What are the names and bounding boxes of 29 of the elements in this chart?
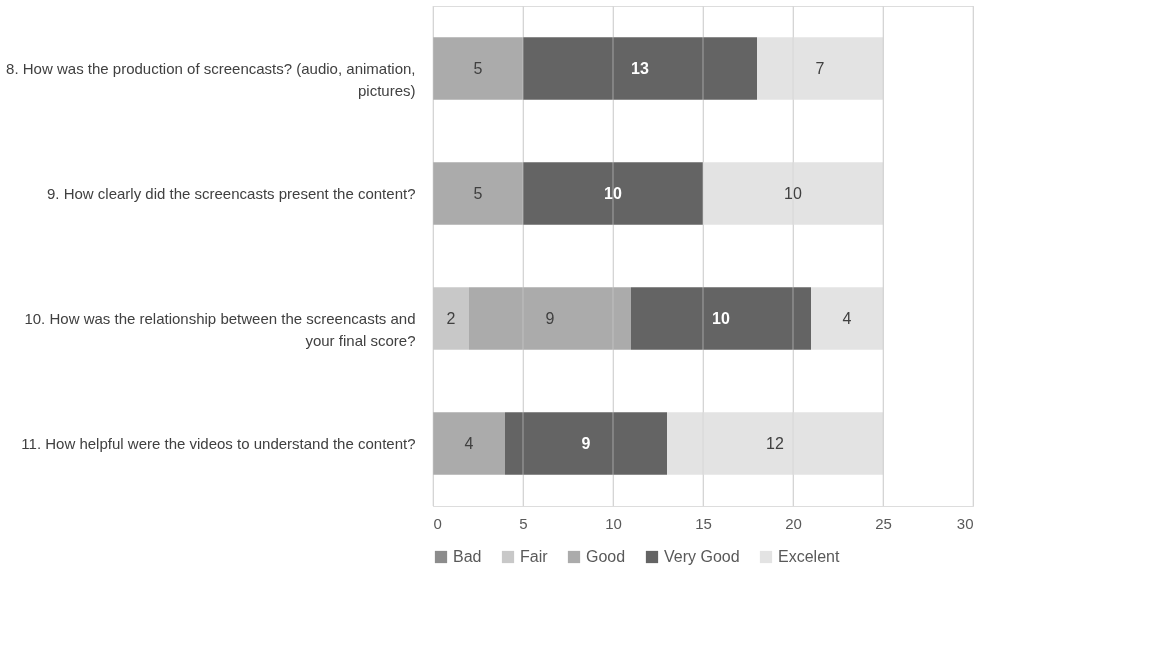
legend-label: Good: [586, 548, 626, 565]
x-tick-label: 5: [519, 514, 528, 532]
data-label: 10: [784, 184, 802, 202]
data-label: 4: [464, 434, 474, 452]
legend-label: Fair: [520, 548, 549, 565]
y-tick-label: 11. How helpful were the videos to understand the content?: [21, 434, 416, 452]
data-label: 5: [473, 184, 483, 202]
x-tick-label: 25: [875, 514, 892, 532]
data-label: 12: [766, 434, 784, 452]
y-tick-label: 9. How clearly did the screencasts present the content?: [46, 184, 416, 202]
x-tick-label: 10: [605, 514, 622, 532]
data-label: 13: [631, 59, 649, 77]
data-label: 2: [446, 309, 456, 327]
data-label: 7: [815, 59, 825, 77]
x-tick-label: 20: [785, 514, 802, 532]
data-label: 4: [842, 309, 852, 327]
legend-label: Excelent: [778, 548, 840, 565]
data-label: 10: [712, 309, 730, 327]
x-tick-label: 0: [433, 514, 442, 532]
y-tick-label: 8. How was the production of screencasts? (audio, animation, pictures): [6, 59, 416, 99]
x-tick-label: 30: [956, 514, 974, 532]
data-label: 9: [545, 309, 555, 327]
y-tick-label: 10. How was the relationship between the screencasts and your final score?: [24, 309, 416, 349]
legend-label: Bad: [453, 548, 482, 565]
data-label: 10: [604, 184, 622, 202]
legend-label: Very Good: [664, 548, 740, 565]
data-label: 5: [473, 59, 483, 77]
data-label: 9: [581, 434, 591, 452]
x-tick-label: 15: [695, 514, 712, 532]
